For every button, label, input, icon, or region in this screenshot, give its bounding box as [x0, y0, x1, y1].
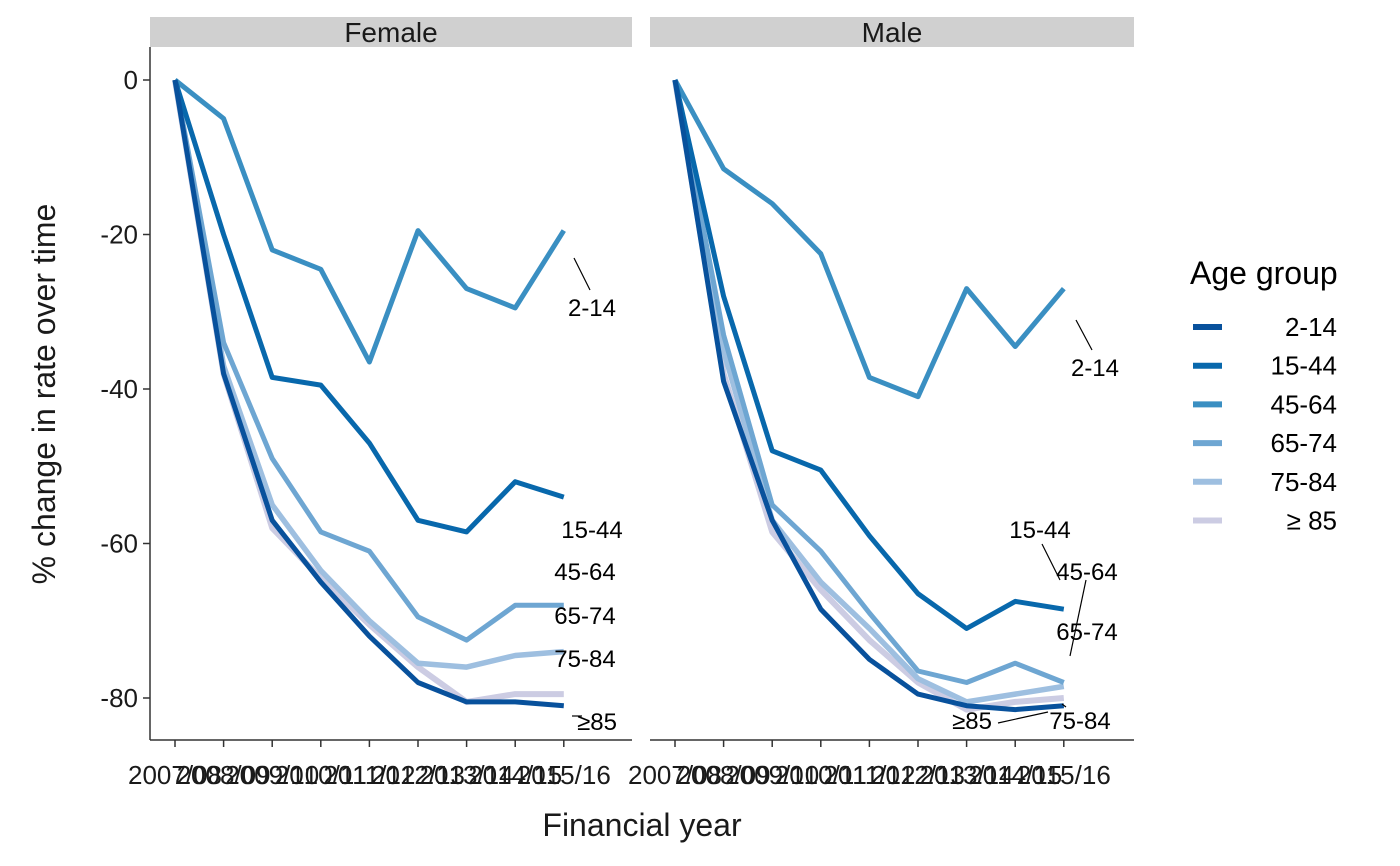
female-x-tick-label: 2010/11 — [275, 760, 367, 790]
female-x-tick-label: 2015/16 — [517, 760, 611, 790]
male-end-label: 45-64 — [1056, 559, 1117, 586]
female-x-tick-label: 2011/12 — [323, 760, 415, 790]
female-x-tick-label: 2009/10 — [225, 760, 319, 790]
x-axis-ticks: 2007/082008/092009/102010/112011/122012/… — [128, 740, 1111, 790]
female-x-tick-label: 2007/08 — [128, 760, 222, 790]
male-series-15-44-line — [672, 79, 1065, 631]
female-series-75-84-line — [172, 79, 565, 670]
legend-label: 15-44 — [1271, 351, 1338, 381]
legend-title: Age group — [1190, 255, 1338, 291]
legend-label: 45-64 — [1271, 389, 1338, 419]
female-series-2-14-line — [172, 79, 564, 709]
legend-label: 65-74 — [1271, 428, 1338, 458]
series-lines — [172, 78, 1066, 713]
y-tick-label: -80 — [100, 683, 138, 713]
male-x-tick-label: 2007/08 — [628, 760, 722, 790]
male-strip — [650, 17, 1134, 47]
legend-label: ≥ 85 — [1287, 506, 1337, 536]
female-end-label: 65-74 — [554, 603, 615, 630]
female-end-label: 15-44 — [561, 517, 622, 544]
female-end-label-leader — [573, 257, 591, 291]
male-series-2-14-line — [672, 79, 1065, 713]
male-x-tick-label: 2009/10 — [725, 760, 819, 790]
male-series-45-64-line — [672, 78, 1066, 400]
male-x-tick-label: 2013/14 — [920, 760, 1014, 790]
y-tick-label: 0 — [124, 65, 138, 95]
y-tick-label: -40 — [100, 374, 138, 404]
female-end-label: 45-64 — [554, 559, 615, 586]
female-series-45-64-line — [173, 78, 566, 365]
female-strip-label: Female — [344, 17, 437, 48]
male-series-65-74-line — [672, 79, 1065, 685]
male-x-tick-label: 2011/12 — [823, 760, 915, 790]
female-series-65-74-line — [172, 79, 564, 643]
y-axis-title: % change in rate over time — [26, 204, 62, 585]
male-end-label: 75-84 — [1049, 708, 1110, 735]
female-x-tick-label: 2014/15 — [468, 760, 562, 790]
male-end-label: 2-14 — [1071, 355, 1119, 382]
male-series-75-84-line — [672, 79, 1065, 705]
female-x-tick-label: 2012/13 — [371, 760, 465, 790]
legend: Age group 2-14 15-44 45-64 65-74 75-84 ≥ 85 — [1190, 255, 1338, 536]
end-labels: 2-14 15-44 45-64 65-74 75-84 ≥85 2-14 15-44 45-6… — [554, 257, 1119, 736]
x-axis-title: Financial year — [542, 807, 742, 843]
male-end-label: 15-44 — [1009, 517, 1070, 544]
legend-label: 75-84 — [1271, 467, 1338, 497]
male-end-label: 65-74 — [1056, 619, 1117, 646]
female-end-label: ≥85 — [577, 709, 617, 736]
male-end-label-leader — [1061, 703, 1067, 708]
male-end-label-leader — [1041, 543, 1061, 581]
male-x-tick-label: 2010/11 — [775, 760, 867, 790]
male-end-label-leader — [997, 711, 1049, 724]
female-x-tick-label: 2013/14 — [420, 760, 514, 790]
y-tick-label: -60 — [100, 529, 138, 559]
male-end-label: ≥85 — [952, 708, 992, 735]
y-axis-ticks: 0 -20 -40 -60 -80 — [100, 65, 150, 713]
male-end-label-leader — [1069, 579, 1087, 657]
female-series-15-44-line — [172, 79, 565, 535]
legend-label: 2-14 — [1285, 312, 1337, 342]
female-x-tick-label: 2008/09 — [177, 760, 271, 790]
female-strip — [150, 17, 632, 47]
female-end-label: 2-14 — [568, 295, 616, 322]
male-end-label-leader — [1075, 319, 1093, 351]
female-end-label: 75-84 — [554, 646, 615, 673]
male-x-tick-label: 2008/09 — [677, 760, 771, 790]
male-strip-label: Male — [862, 17, 923, 48]
y-tick-label: -20 — [100, 220, 138, 250]
male-x-tick-label: 2012/13 — [871, 760, 965, 790]
male-x-tick-label: 2014/15 — [968, 760, 1062, 790]
male-x-tick-label: 2015/16 — [1017, 760, 1111, 790]
